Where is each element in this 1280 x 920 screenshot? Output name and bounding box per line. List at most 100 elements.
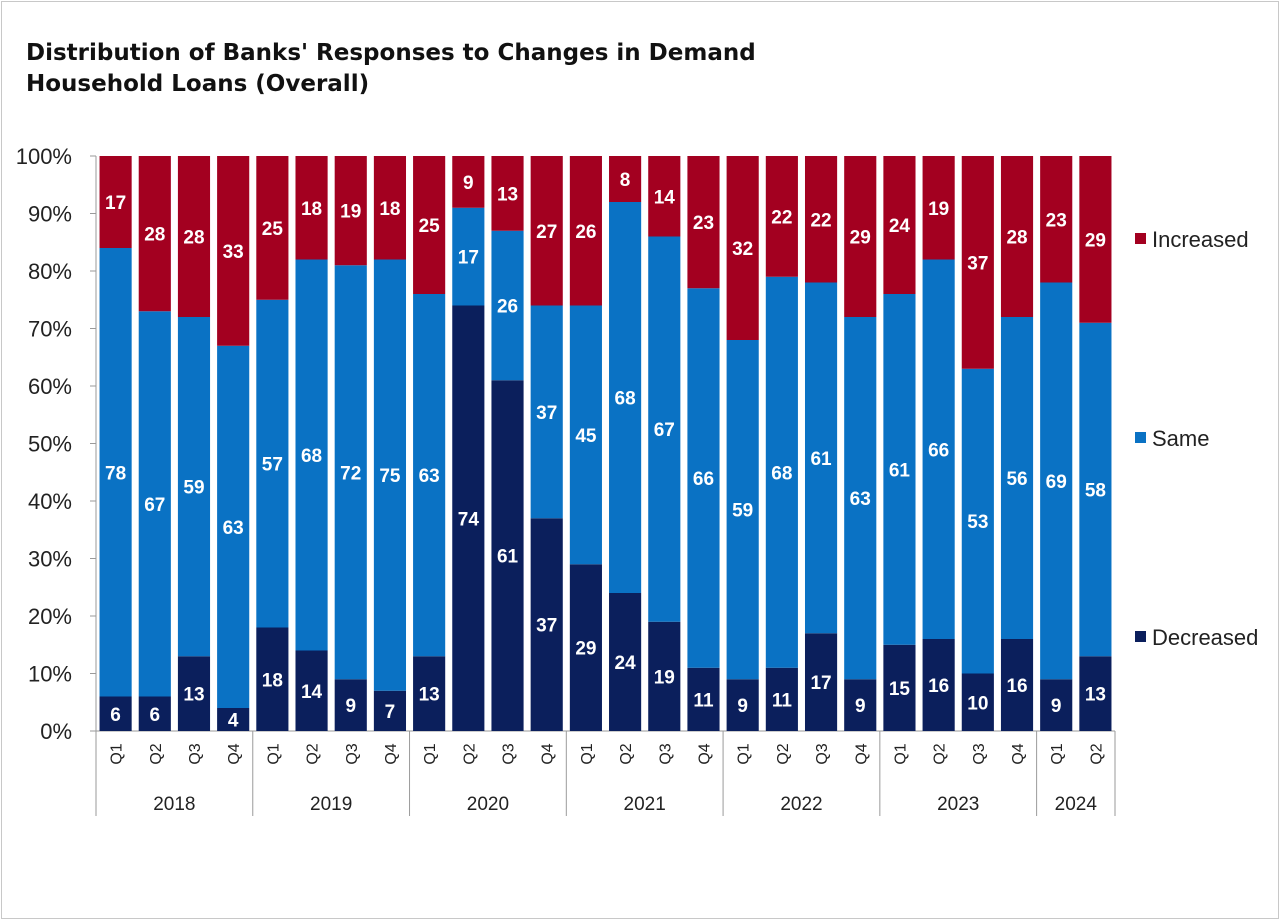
bar-decreased [256,627,289,731]
bar-decreased [413,656,446,731]
x-category-label: Q3 [814,743,831,764]
bar-same [961,368,994,674]
bar-decreased [177,656,211,731]
x-category-label: Q1 [109,743,126,764]
bar-increased [883,156,916,294]
data-label-same: 75 [379,466,401,487]
data-label-increased: 25 [262,219,284,240]
data-label-decreased: 19 [654,667,675,688]
bar-increased [1079,156,1112,323]
x-category-label: Q4 [226,743,243,764]
bar-same [334,265,367,680]
data-label-decreased: 13 [419,685,440,706]
x-group-label: 2022 [780,794,822,815]
x-category-label: Q3 [971,743,988,764]
data-label-same: 67 [654,420,675,441]
data-label-decreased: 9 [345,696,356,717]
data-label-increased: 27 [536,222,557,243]
data-label-decreased: 10 [967,693,988,714]
x-category-label: Q2 [305,743,322,764]
bar-decreased [883,644,916,731]
bar-same [138,311,171,697]
data-label-increased: 22 [771,207,792,228]
data-label-increased: 33 [223,242,244,263]
x-category-label: Q3 [344,743,361,764]
bar-decreased [373,690,407,731]
data-label-same: 67 [144,495,165,516]
x-category-label: Q4 [853,743,870,764]
data-label-decreased: 61 [497,547,519,568]
data-label-decreased: 11 [693,690,714,711]
legend-label-decreased: Decreased [1152,625,1258,650]
bar-increased [177,156,211,317]
data-label-same: 26 [497,297,518,318]
bar-increased [569,156,602,306]
x-category-label: Q2 [618,743,635,764]
bar-decreased [804,633,838,731]
data-label-same: 63 [223,518,244,539]
bar-increased [922,156,955,260]
bar-decreased [295,650,328,731]
x-group-label: 2021 [624,794,666,815]
bar-increased [217,156,250,346]
bar-same [648,236,681,622]
y-tick-label: 50% [28,432,72,457]
data-label-decreased: 7 [385,702,396,723]
x-category-label: Q1 [736,743,753,764]
bar-decreased [844,679,877,731]
x-category-label: Q1 [892,743,909,764]
x-category-label: Q4 [540,743,557,764]
bar-decreased [452,305,485,731]
bar-increased [648,156,681,237]
legend-label-same: Same [1152,426,1209,451]
bar-same [295,259,328,651]
data-label-same: 17 [458,248,479,269]
x-group-label: 2019 [310,794,352,815]
data-label-same: 53 [967,512,988,533]
x-group-label: 2018 [153,794,195,815]
data-label-decreased: 6 [149,705,160,726]
data-label-same: 63 [850,489,871,510]
chart-title-line-1: Distribution of Banks' Responses to Chan… [26,40,756,66]
x-category-label: Q3 [501,743,518,764]
data-label-increased: 18 [301,199,322,220]
bar-decreased [1079,656,1112,731]
data-label-decreased: 9 [1051,696,1062,717]
x-category-label: Q1 [422,743,439,764]
bar-increased [334,156,367,266]
data-label-same: 56 [1006,469,1027,490]
data-label-decreased: 29 [575,639,596,660]
data-label-same: 61 [810,449,832,470]
y-tick-label: 70% [28,317,72,342]
bar-increased [726,156,759,340]
bar-increased [491,156,524,231]
chart-title-line-2: Household Loans (Overall) [26,71,370,97]
bar-decreased [530,518,563,731]
bar-increased [1000,156,1034,317]
data-label-decreased: 14 [301,682,323,703]
data-label-increased: 25 [419,216,441,237]
data-label-decreased: 15 [889,679,911,700]
bar-increased [609,156,642,202]
bar-increased [452,156,485,208]
data-label-increased: 17 [105,193,126,214]
data-label-decreased: 16 [928,676,949,697]
bar-decreased [922,639,955,731]
data-label-same: 68 [771,463,792,484]
bar-same [217,345,250,708]
data-label-same: 69 [1046,472,1067,493]
chart-title: Distribution of Banks' Responses to Chan… [26,38,926,100]
bar-increased [530,156,563,306]
bar-decreased [217,708,250,731]
y-tick-label: 60% [28,374,72,399]
bar-increased [765,156,798,277]
y-tick-label: 30% [28,547,72,572]
y-tick-label: 40% [28,489,72,514]
data-label-same: 68 [615,389,636,410]
bar-same [765,276,798,668]
y-tick-label: 10% [28,662,72,687]
bar-decreased [765,667,798,731]
bar-increased [1040,156,1073,283]
bar-same [452,207,485,306]
